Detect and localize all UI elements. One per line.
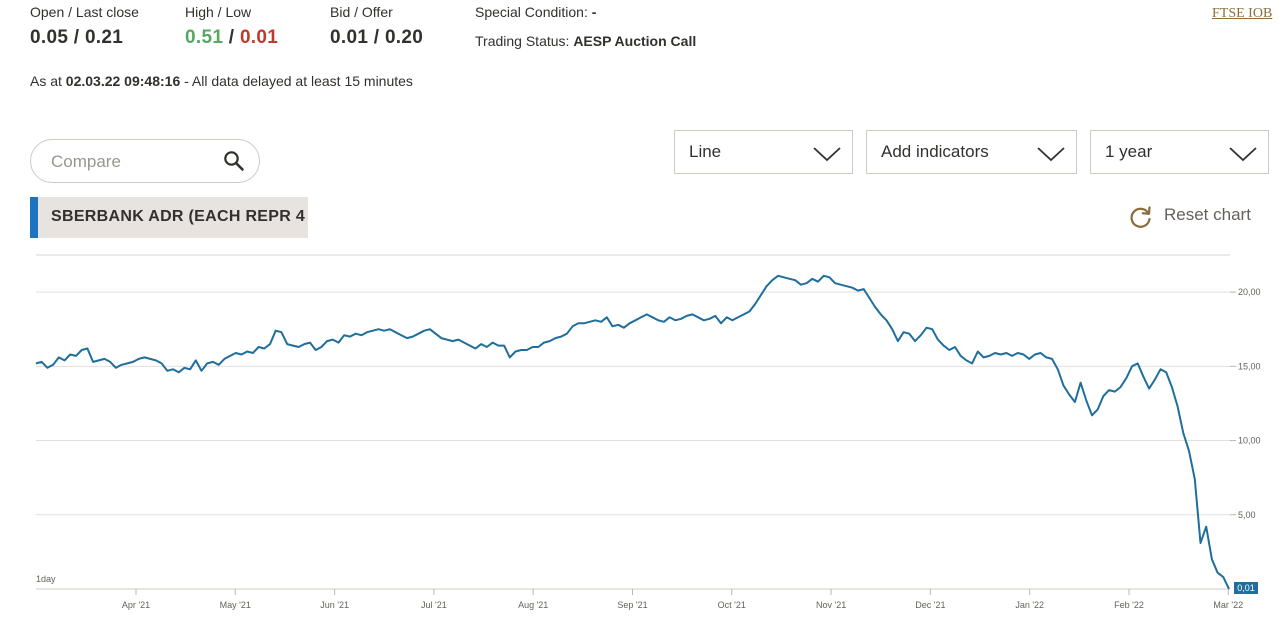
ftse-iob-link[interactable]: FTSE IOB [1212,6,1273,21]
x-tick-label: Feb '22 [1114,600,1144,610]
price-chart[interactable]: 20,00 15,00 10,00 5,00 Apr '21 May '21 Jun '2… [0,240,1280,637]
period-dropdown[interactable]: 1 year [1090,130,1269,174]
as-at-prefix: As at [30,73,66,89]
last-value-marker: 0,01 [1234,582,1258,594]
chart-type-dropdown[interactable]: Line [674,130,853,174]
x-tick-label: Apr '21 [122,600,150,610]
y-tick-label: 15,00 [1238,361,1261,371]
chart-gridlines [36,291,1230,516]
chevron-down-icon [813,147,841,162]
x-axis-ticks: Apr '21 May '21 Jun '21 Jul '21 Aug '21 Sep '… [122,589,1243,610]
indicators-dropdown[interactable]: Add indicators [866,130,1077,174]
y-tick-label: 5,00 [1238,510,1256,520]
chevron-down-icon [1229,147,1257,162]
interval-label: 1day [36,574,56,584]
x-tick-label: Jan '22 [1015,600,1044,610]
open-close-value: 0.05 / 0.21 [30,27,123,49]
chevron-down-icon [1037,147,1065,162]
trading-status-label: Trading Status: [475,33,570,49]
y-tick-label: 20,00 [1238,287,1261,297]
search-icon[interactable] [223,150,245,172]
x-tick-label: Aug '21 [518,600,548,610]
compare-search[interactable] [30,139,260,183]
last-value-label: 0,01 [1237,583,1255,593]
x-tick-label: Nov '21 [816,600,846,610]
special-condition-label: Special Condition: [475,4,588,20]
period-value: 1 year [1105,142,1153,161]
x-tick-label: Oct '21 [718,600,746,610]
indicators-value: Add indicators [881,142,989,161]
bid-offer-label: Bid / Offer [330,4,393,20]
reset-icon [1130,206,1151,228]
high-low-separator: / [223,27,240,48]
high-low-value: 0.51 / 0.01 [185,27,278,49]
y-axis-ticks: 20,00 15,00 10,00 5,00 [1230,287,1261,520]
as-at-timestamp: 02.03.22 09:48:16 [65,73,181,89]
low-value: 0.01 [239,27,279,48]
bid-offer-value: 0.01 / 0.20 [330,27,423,49]
bid-value: 0.01 [330,27,369,48]
trading-status-value: AESP Auction Call [573,33,697,49]
y-tick-label: 10,00 [1238,436,1261,446]
x-tick-label: Jun '21 [320,600,349,610]
last-close-value: 0.21 [84,27,124,48]
as-at-suffix: - All data delayed at least 15 minutes [180,73,413,89]
x-tick-label: May '21 [220,600,251,610]
x-tick-label: Jul '21 [421,600,447,610]
as-at-notice: As at 02.03.22 09:48:16 - All data delay… [30,73,413,89]
open-value: 0.05 [30,27,69,48]
special-condition-value: - [591,4,597,20]
high-low-label: High / Low [185,4,252,20]
trading-status: Trading Status: AESP Auction Call [475,33,696,49]
chart-type-value: Line [689,142,722,161]
series-tag[interactable]: SBERBANK ADR (EACH REPR 4 [30,197,308,238]
offer-value: 0.20 [384,27,424,48]
x-tick-label: Sep '21 [617,600,647,610]
x-tick-label: Mar '22 [1213,600,1243,610]
compare-input[interactable] [49,151,223,173]
x-tick-label: Dec '21 [915,600,945,610]
open-close-label: Open / Last close [30,4,139,20]
high-value: 0.51 [185,27,224,48]
bid-offer-separator: / [368,27,385,48]
last-value-badge [1234,582,1258,594]
reset-chart-label: Reset chart [1164,205,1251,224]
open-close-separator: / [68,27,85,48]
series-tag-label: SBERBANK ADR (EACH REPR 4 [51,208,306,225]
special-condition: Special Condition: - [475,4,596,20]
price-series-line [35,274,1230,590]
